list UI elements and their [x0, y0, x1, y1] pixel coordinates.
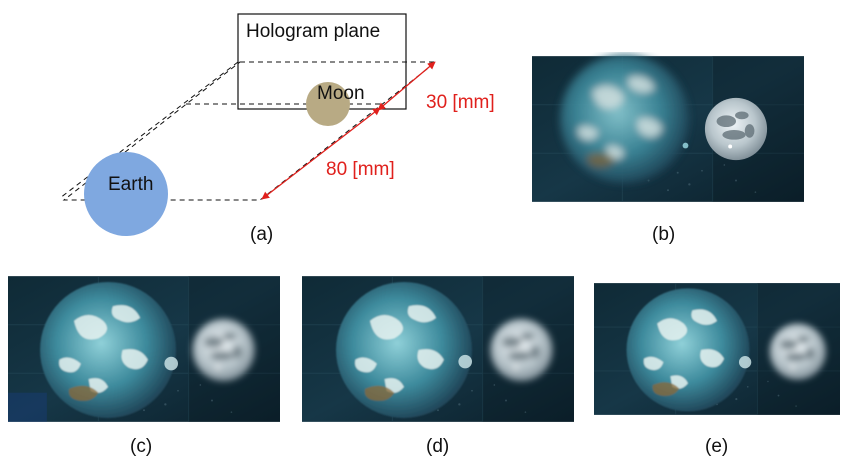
moon-image-blurred: [769, 323, 826, 380]
moon-image-blurred: [490, 318, 553, 382]
earth-sphere: [84, 152, 168, 236]
photo-panel-b: (b): [532, 54, 804, 245]
earth-label: Earth: [108, 174, 153, 195]
caption-a: (a): [250, 224, 273, 245]
photo-panel-e: (e): [594, 282, 840, 457]
moon-label: Moon: [317, 83, 365, 104]
earth-image-blurred: [559, 54, 690, 184]
earth-image-sharp: [336, 281, 472, 418]
distance-label-80mm: 80 [mm]: [326, 159, 395, 180]
photo-panel-c: (c): [8, 275, 280, 457]
distance-arrow-30mm: [377, 61, 436, 111]
photo-panel-d: (d): [302, 275, 574, 457]
earth-image-sharp: [626, 288, 750, 412]
caption-d: (d): [426, 436, 449, 457]
moon-image-sharp: [704, 97, 768, 161]
moon-image-blurred: [192, 318, 255, 382]
distance-arrow-80mm: [261, 107, 381, 200]
distance-label-30mm: 30 [mm]: [426, 92, 495, 113]
caption-b: (b): [652, 224, 675, 245]
caption-e: (e): [705, 436, 728, 457]
hologram-plane-label: Hologram plane: [246, 21, 380, 42]
caption-c: (c): [130, 436, 152, 457]
schematic-diagram: Hologram plane Earth Moon 30 [mm] 80 [mm…: [59, 13, 495, 245]
earth-image-sharp: [40, 281, 177, 418]
